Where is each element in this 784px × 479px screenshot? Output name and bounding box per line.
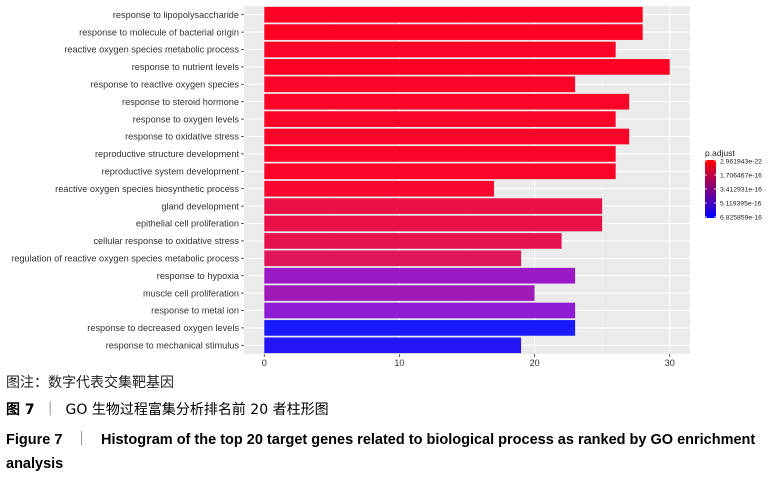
category-labels: response to lipopolysaccharide response t… <box>11 10 244 351</box>
caption-cn-text: GO 生物过程富集分析排名前 20 者柱形图 <box>65 402 329 418</box>
bar <box>264 337 522 354</box>
bar <box>264 93 630 110</box>
bar <box>264 146 616 162</box>
bar <box>264 59 670 75</box>
bar <box>264 233 562 249</box>
category-label: epithelial cell proliferation <box>136 219 239 229</box>
caption-cn-separator: ｜ <box>43 402 58 418</box>
bar <box>264 76 576 93</box>
x-axis: 0 10 20 30 <box>262 354 675 368</box>
figure-note: 图注：数字代表交集靶基因 <box>6 375 174 391</box>
bar <box>264 267 576 284</box>
legend-colorbar <box>705 160 716 218</box>
category-label: cellular response to oxidative stress <box>93 236 239 246</box>
legend-label: 2.961943e-22 <box>720 159 762 166</box>
x-tick-label: 10 <box>394 358 404 368</box>
category-label: muscle cell proliferation <box>143 288 239 298</box>
bar <box>264 320 576 336</box>
x-tick-label: 30 <box>665 358 675 368</box>
category-label: response to decreased oxygen levels <box>87 323 239 333</box>
bars <box>264 6 670 354</box>
bar <box>264 128 630 145</box>
category-label: response to molecule of bacterial origin <box>79 27 239 37</box>
bar <box>264 111 616 127</box>
figure-caption-chinese: 图 7 ｜ GO 生物过程富集分析排名前 20 者柱形图 <box>6 399 329 419</box>
x-tick-label: 0 <box>262 358 267 368</box>
category-label: reproductive structure development <box>95 149 239 159</box>
caption-en-separator: ｜ <box>74 432 89 448</box>
legend-label: 6.825859e-16 <box>720 215 762 222</box>
category-label: response to oxygen levels <box>133 114 240 124</box>
caption-cn-prefix: 图 7 <box>6 402 35 418</box>
bar <box>264 163 616 180</box>
category-label: response to oxidative stress <box>125 132 239 142</box>
category-label: response to mechanical stimulus <box>106 341 240 351</box>
category-label: reactive oxygen species biosynthetic pro… <box>55 184 239 194</box>
figure-caption-english: Figure 7 ｜ Histogram of the top 20 targe… <box>6 428 778 476</box>
legend-label: 5.119395e-16 <box>720 201 762 208</box>
category-label: response to metal ion <box>151 306 239 316</box>
bar <box>264 250 522 267</box>
category-label: gland development <box>161 201 239 211</box>
category-label: response to reactive oxygen species <box>90 80 239 90</box>
caption-en-prefix: Figure 7 <box>6 432 63 448</box>
go-bar-chart: response to lipopolysaccharide response t… <box>11 6 762 368</box>
category-label: response to lipopolysaccharide <box>113 10 239 20</box>
category-label: response to hypoxia <box>157 271 240 281</box>
category-label: reactive oxygen species metabolic proces… <box>64 45 239 55</box>
caption-en-text: Histogram of the top 20 target genes rel… <box>6 432 756 472</box>
bar <box>264 180 495 197</box>
bar <box>264 198 603 214</box>
x-tick-label: 20 <box>530 358 540 368</box>
category-label: response to nutrient levels <box>132 62 240 72</box>
bar <box>264 302 576 319</box>
legend-label: 3.412931e-16 <box>720 187 762 194</box>
legend-label: 1.706467e-16 <box>720 173 762 180</box>
legend-title: p.adjust <box>705 148 735 158</box>
bar <box>264 24 643 40</box>
category-label: regulation of reactive oxygen species me… <box>11 254 239 264</box>
bar <box>264 6 643 23</box>
category-label: response to steroid hormone <box>122 97 239 107</box>
bar <box>264 41 616 58</box>
category-label: reproductive system development <box>102 167 240 177</box>
bar <box>264 215 603 232</box>
bar <box>264 285 535 301</box>
